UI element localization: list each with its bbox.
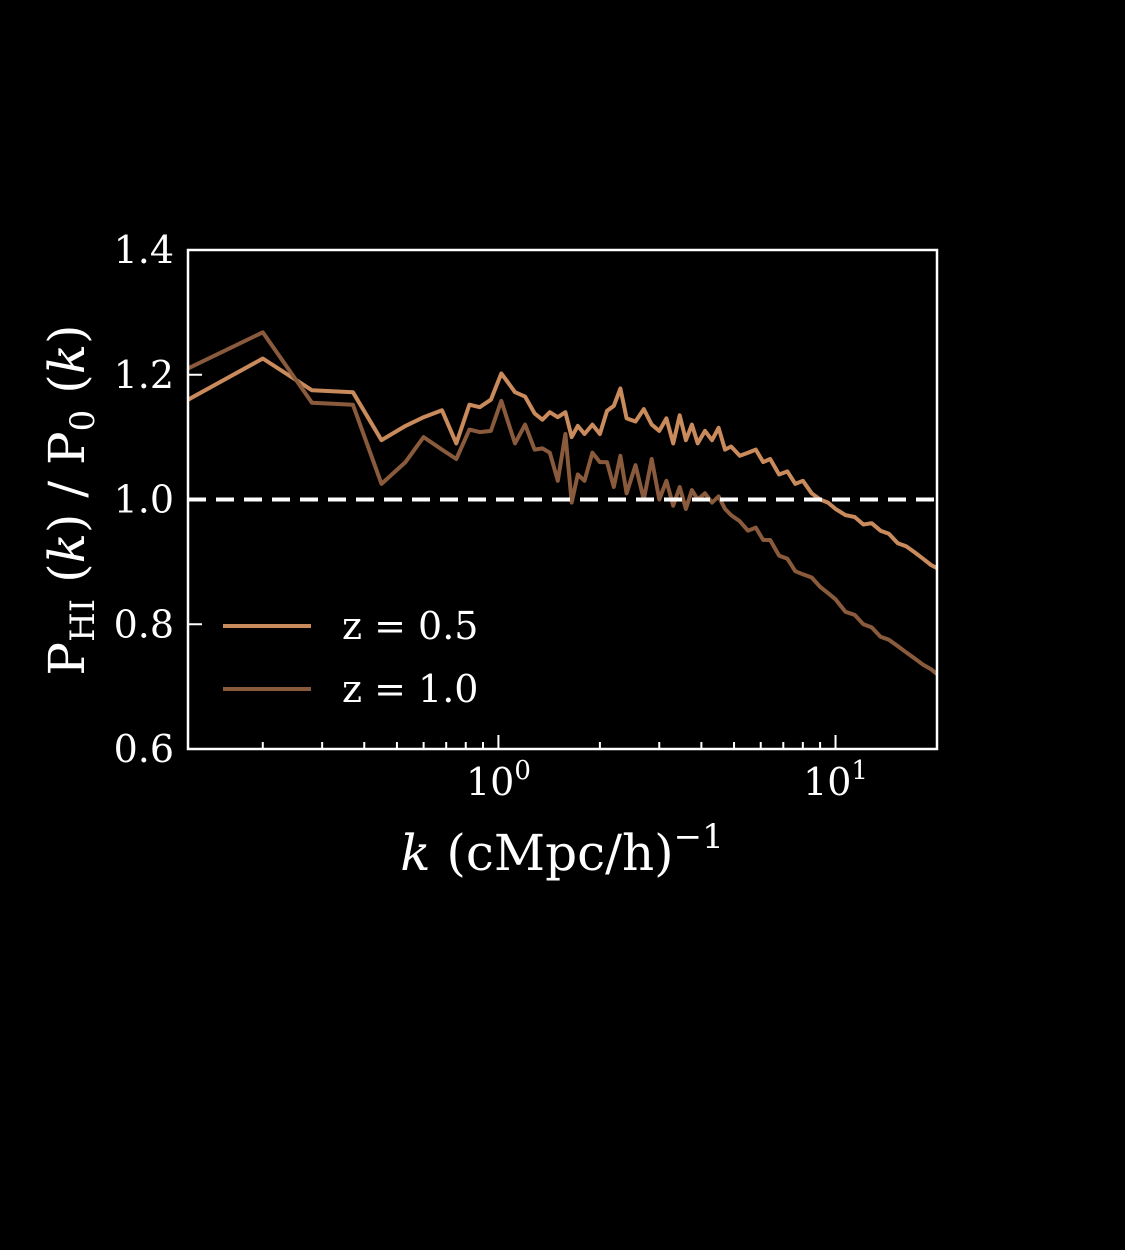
y-tick-label: 1.0 (114, 478, 174, 522)
y-axis-label-hi-sub: HI (63, 599, 103, 642)
y-axis-label-close: ) (38, 324, 96, 344)
x-axis-label-units: (cMpc/h) (431, 824, 674, 882)
legend-label-z05: z = 0.5 (342, 604, 478, 648)
y-axis-label-k2: k (38, 344, 96, 374)
y-axis-label-div: ) / P (38, 431, 96, 533)
x-axis-label-exponent: −1 (674, 817, 724, 857)
y-axis-label-open: ( (38, 563, 96, 598)
series-line-0 (188, 356, 937, 570)
y-axis-label-zero-sub: 0 (63, 410, 103, 432)
y-axis-label-p: P (38, 642, 96, 676)
y-axis-label-open2: ( (38, 374, 96, 409)
series-layer (188, 330, 937, 676)
x-axis-label-k: k (400, 824, 430, 882)
y-tick-label: 0.6 (114, 727, 174, 771)
x-axis-label: k (cMpc/h)−1 (400, 817, 724, 882)
x-tick-label: 101 (803, 756, 868, 804)
y-tick-label: 1.4 (114, 228, 174, 272)
y-axis-label-k1: k (38, 533, 96, 563)
x-tick-label: 100 (466, 756, 531, 804)
series-line-1 (188, 330, 937, 676)
legend-label-z10: z = 1.0 (342, 667, 478, 711)
ticks-layer: 0.6 0.8 1.0 1.2 1.4 100 101 (114, 228, 868, 804)
legend: z = 0.5 z = 1.0 (223, 604, 478, 711)
y-axis-label: PHI (k) / P0 (k) (38, 324, 103, 675)
y-tick-label: 0.8 (114, 602, 174, 646)
y-tick-label: 1.2 (114, 353, 174, 397)
